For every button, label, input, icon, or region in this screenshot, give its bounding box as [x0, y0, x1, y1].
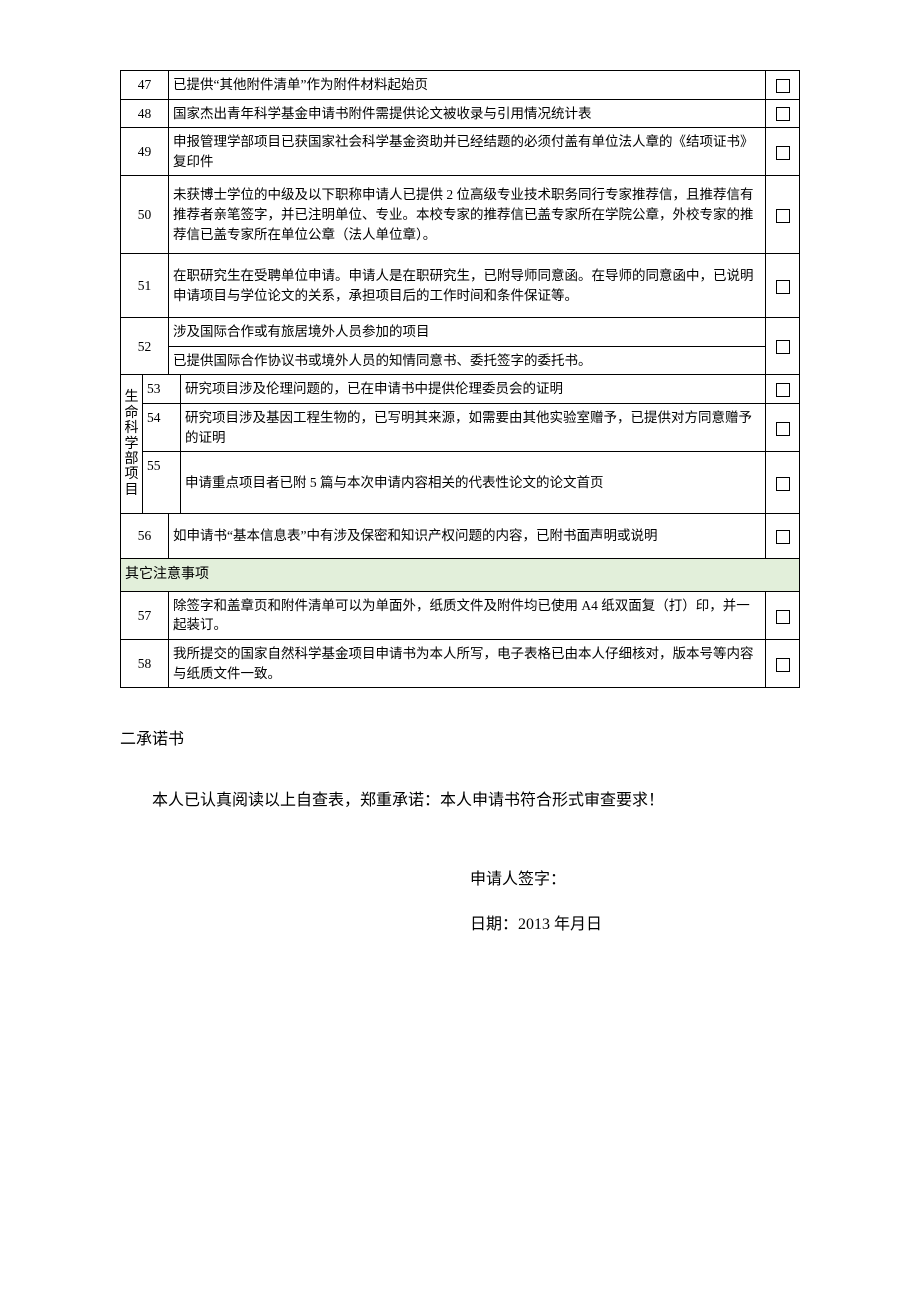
row-text: 申报管理学部项目已获国家社会科学基金资助并已经结题的必须付盖有单位法人章的《结项…	[169, 128, 766, 176]
checklist-table: 47 已提供“其他附件清单”作为附件材料起始页 48 国家杰出青年科学基金申请书…	[120, 70, 800, 375]
row-text: 研究项目涉及伦理问题的，已在申请书中提供伦理委员会的证明	[181, 375, 766, 403]
row-checkbox-cell	[766, 254, 800, 318]
row-text-bot: 已提供国际合作协议书或境外人员的知情同意书、委托签字的委托书。	[169, 346, 766, 375]
row-text: 已提供“其他附件清单”作为附件材料起始页	[169, 71, 766, 100]
row-text: 在职研究生在受聘单位申请。申请人是在职研究生，已附导师同意函。在导师的同意函中，…	[169, 254, 766, 318]
row-number: 50	[121, 176, 169, 254]
checkbox-icon[interactable]	[776, 530, 790, 544]
row-number: 58	[121, 639, 169, 687]
checkbox-icon[interactable]	[776, 280, 790, 294]
row-number: 52	[121, 318, 169, 375]
row-number: 51	[121, 254, 169, 318]
row-checkbox-cell	[766, 639, 800, 687]
checkbox-icon[interactable]	[776, 79, 790, 93]
signature-label: 申请人签字：	[470, 858, 800, 903]
row-number: 57	[121, 592, 169, 640]
row-checkbox-cell	[766, 592, 800, 640]
row-text: 如申请书“基本信息表”中有涉及保密和知识产权问题的内容，已附书面声明或说明	[169, 514, 766, 558]
row-checkbox-cell	[766, 71, 800, 100]
declaration-body: 本人已认真阅读以上自查表，郑重承诺：本人申请书符合形式审查要求！	[120, 780, 800, 822]
row-number: 56	[121, 514, 169, 558]
life-science-label: 生命科学部项目	[121, 375, 143, 513]
row-text: 研究项目涉及基因工程生物的，已写明其来源，如需要由其他实验室赠予，已提供对方同意…	[181, 403, 766, 451]
row-number: 47	[121, 71, 169, 100]
row-number: 54	[143, 403, 181, 451]
row-text-top: 涉及国际合作或有旅居境外人员参加的项目	[169, 318, 766, 347]
checkbox-icon[interactable]	[776, 477, 790, 491]
row-checkbox-cell	[766, 176, 800, 254]
checkbox-icon[interactable]	[776, 209, 790, 223]
row-number: 49	[121, 128, 169, 176]
checkbox-icon[interactable]	[776, 340, 790, 354]
row-checkbox-cell	[766, 403, 800, 451]
row-number: 55	[143, 452, 181, 514]
row-number: 48	[121, 99, 169, 128]
section-table: 其它注意事项	[120, 559, 800, 592]
row-text: 我所提交的国家自然科学基金项目申请书为本人所写，电子表格已由本人仔细核对，版本号…	[169, 639, 766, 687]
checkbox-icon[interactable]	[776, 610, 790, 624]
life-table: 生命科学部项目 53 研究项目涉及伦理问题的，已在申请书中提供伦理委员会的证明 …	[120, 375, 800, 514]
row-checkbox-cell	[766, 452, 800, 514]
row-checkbox-cell	[766, 375, 800, 403]
row56-table: 56 如申请书“基本信息表”中有涉及保密和知识产权问题的内容，已附书面声明或说明	[120, 514, 800, 559]
date-label: 日期：2013 年月日	[470, 903, 800, 948]
checkbox-icon[interactable]	[776, 422, 790, 436]
row-checkbox-cell	[766, 128, 800, 176]
declaration-sign: 申请人签字： 日期：2013 年月日	[470, 858, 800, 948]
row-checkbox-cell	[766, 99, 800, 128]
row-text: 未获博士学位的中级及以下职称申请人已提供 2 位高级专业技术职务同行专家推荐信，…	[169, 176, 766, 254]
checkbox-icon[interactable]	[776, 146, 790, 160]
section-header: 其它注意事项	[121, 559, 800, 592]
row-checkbox-cell	[766, 514, 800, 558]
row-checkbox-cell	[766, 318, 800, 375]
checkbox-icon[interactable]	[776, 383, 790, 397]
declaration-section: 二承诺书 本人已认真阅读以上自查表，郑重承诺：本人申请书符合形式审查要求！ 申请…	[120, 728, 800, 947]
checkbox-icon[interactable]	[776, 658, 790, 672]
tail-table: 57 除签字和盖章页和附件清单可以为单面外，纸质文件及附件均已使用 A4 纸双面…	[120, 592, 800, 688]
row-text: 申请重点项目者已附 5 篇与本次申请内容相关的代表性论文的论文首页	[181, 452, 766, 514]
row-number: 53	[143, 375, 181, 403]
declaration-title: 二承诺书	[120, 728, 800, 752]
row-text: 国家杰出青年科学基金申请书附件需提供论文被收录与引用情况统计表	[169, 99, 766, 128]
checkbox-icon[interactable]	[776, 107, 790, 121]
row-text: 除签字和盖章页和附件清单可以为单面外，纸质文件及附件均已使用 A4 纸双面复（打…	[169, 592, 766, 640]
